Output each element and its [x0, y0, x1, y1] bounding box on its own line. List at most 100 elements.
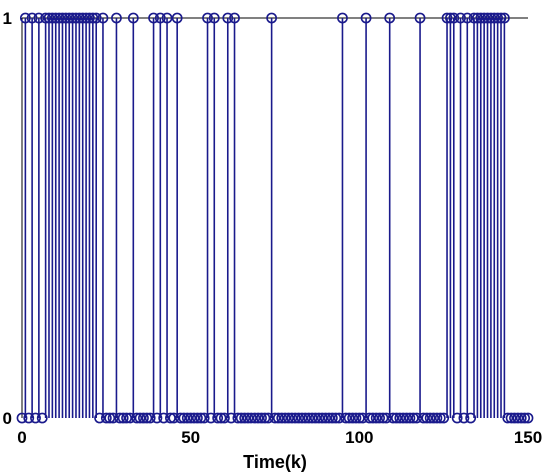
stem-marker	[239, 412, 251, 424]
stem-marker	[293, 412, 305, 424]
stem-marker	[252, 412, 264, 424]
markers-layer	[16, 12, 534, 424]
stem-marker	[151, 412, 163, 424]
stem-marker	[367, 412, 379, 424]
stem-marker	[19, 12, 31, 24]
stem-marker	[53, 12, 65, 24]
stem-marker	[330, 412, 342, 424]
stem-marker	[97, 12, 109, 24]
stem-marker	[340, 412, 352, 424]
stem-marker	[188, 412, 200, 424]
stem-marker	[455, 12, 466, 24]
stem-marker	[212, 412, 224, 424]
x-tick-label: 100	[345, 428, 373, 447]
stem-marker	[60, 12, 72, 24]
stem-marker	[485, 12, 497, 24]
stem-marker	[445, 12, 456, 24]
stem-marker	[100, 412, 112, 424]
stem-marker	[266, 12, 278, 24]
stem-marker	[276, 412, 288, 424]
stem-marker	[286, 412, 298, 424]
stem-marker	[134, 412, 146, 424]
stem-marker	[144, 412, 156, 424]
stem-marker	[333, 412, 345, 424]
stem-marker	[43, 12, 55, 24]
stem-marker	[438, 412, 450, 424]
stem-marker	[198, 412, 210, 424]
stem-marker	[468, 12, 480, 24]
stem-marker	[121, 412, 132, 424]
stem-marker	[259, 412, 271, 424]
stem-marker	[127, 12, 139, 24]
stem-marker	[306, 412, 318, 424]
stem-marker	[225, 412, 237, 424]
stem-marker	[471, 12, 483, 24]
stem-marker	[320, 412, 331, 424]
stem-marker	[218, 412, 230, 424]
stem-marker	[522, 412, 534, 424]
stem-marker	[414, 12, 426, 24]
stem-marker	[360, 12, 372, 24]
stem-marker	[343, 412, 355, 424]
stem-marker	[441, 12, 453, 24]
stem-marker	[407, 412, 419, 424]
stem-marker	[357, 412, 369, 424]
stem-marker	[296, 412, 308, 424]
stem-marker	[370, 412, 382, 424]
stem-marker	[161, 12, 173, 24]
stem-marker	[158, 412, 170, 424]
stem-marker	[424, 412, 436, 424]
stem-marker	[185, 412, 197, 424]
stem-marker	[509, 412, 520, 424]
stem-marker	[70, 12, 82, 24]
stem-marker	[391, 412, 402, 424]
stem-marker	[418, 412, 429, 424]
stem-marker	[488, 12, 500, 24]
stem-marker	[283, 412, 294, 424]
stem-marker	[181, 412, 193, 424]
stem-marker	[195, 412, 207, 424]
stem-marker	[482, 12, 493, 24]
stem-marker	[364, 412, 375, 424]
x-tick-label: 0	[17, 428, 26, 447]
stem-marker	[350, 412, 362, 424]
stem-marker	[84, 12, 95, 24]
stem-marker	[165, 412, 176, 424]
stem-marker	[80, 12, 92, 24]
stem-marker	[229, 12, 240, 24]
stem-marker	[30, 412, 41, 424]
stem-marker	[337, 12, 348, 24]
stem-marker	[168, 412, 180, 424]
stem-marker	[208, 12, 220, 24]
stem-marker	[316, 412, 328, 424]
stem-marker	[63, 12, 75, 24]
stem-marker	[124, 412, 136, 424]
y-tick-label: 0	[3, 409, 12, 428]
stem-marker	[269, 412, 281, 424]
stem-marker	[512, 412, 524, 424]
stem-marker	[434, 412, 446, 424]
stem-marker	[465, 412, 477, 424]
stem-marker	[175, 412, 186, 424]
stem-marker	[303, 412, 315, 424]
stem-marker	[26, 12, 38, 24]
stem-marker	[492, 12, 504, 24]
stem-marker	[451, 412, 463, 424]
stem-marker	[326, 412, 338, 424]
stem-marker	[505, 412, 517, 424]
stem-marker	[138, 412, 149, 424]
stem-marker	[478, 12, 490, 24]
stem-marker	[397, 412, 409, 424]
stem-marker	[77, 12, 89, 24]
stem-marker	[154, 12, 166, 24]
stem-marker	[515, 412, 527, 424]
stem-marker	[256, 412, 267, 424]
x-axis-label: Time(k)	[243, 452, 307, 472]
stem-marker	[310, 412, 321, 424]
stem-marker	[111, 12, 122, 24]
stem-marker	[73, 12, 85, 24]
stems-layer	[24, 18, 506, 418]
stem-marker	[313, 412, 325, 424]
stem-marker	[380, 412, 392, 424]
